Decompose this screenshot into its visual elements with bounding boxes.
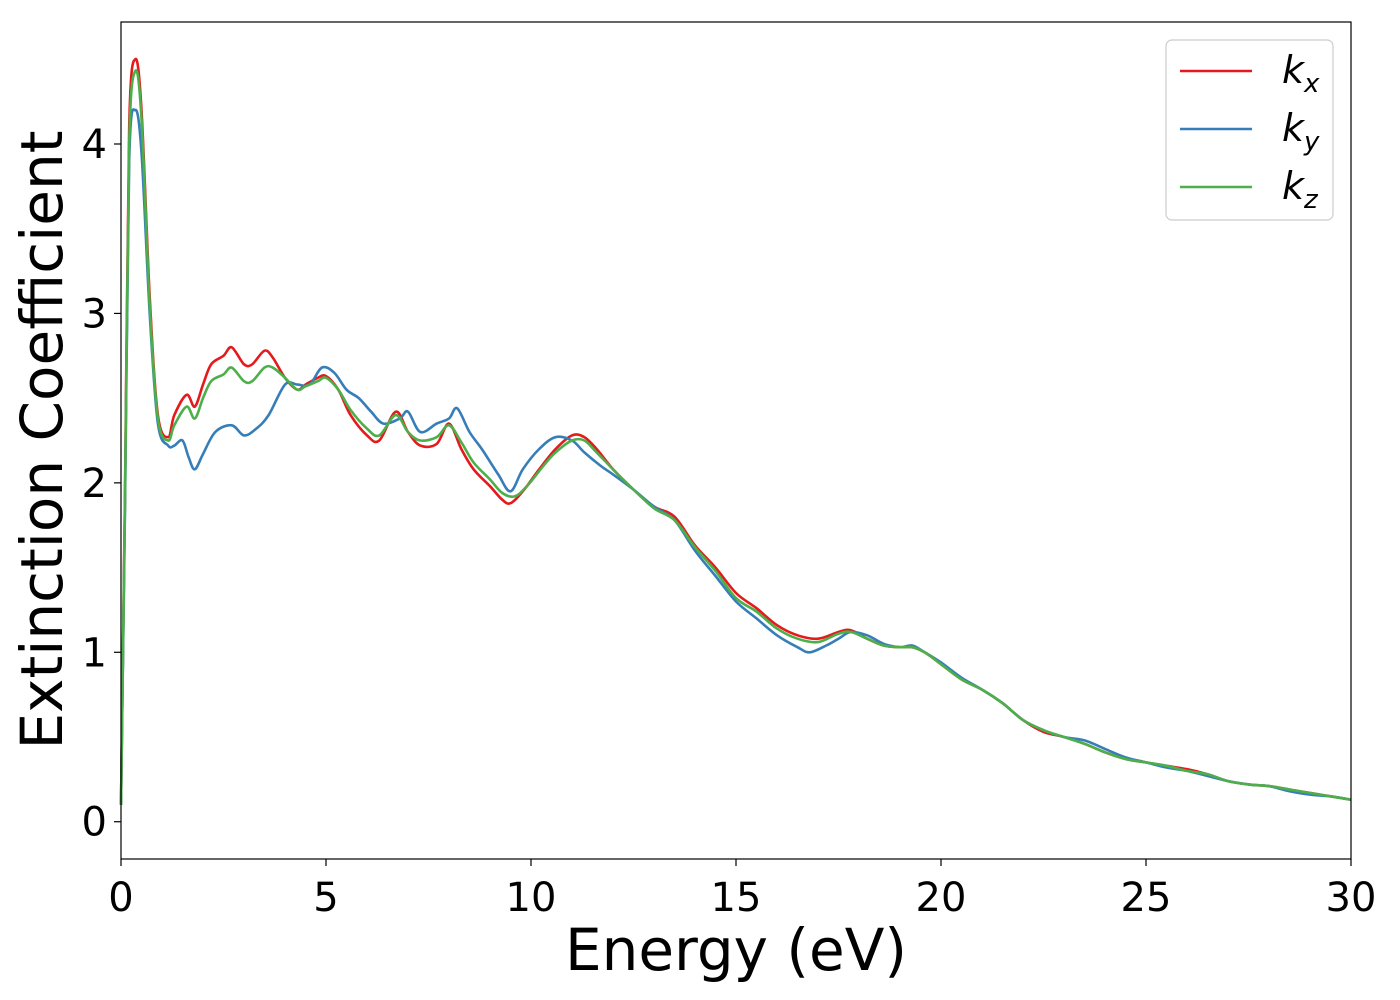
legend-label: ky: [1282, 106, 1320, 157]
y-tick-label: 3: [82, 291, 107, 337]
x-tick-label: 15: [711, 875, 762, 921]
series-line-kz: [119, 69, 1352, 805]
x-tick-label: 30: [1326, 875, 1377, 921]
legend-label: kx: [1282, 48, 1320, 99]
x-tick-label: 25: [1121, 875, 1172, 921]
y-tick-label: 4: [82, 122, 107, 168]
y-axis-ticks: 0 1 2 3 4: [82, 122, 121, 846]
legend-label: kz: [1282, 164, 1319, 215]
plot-lines: [119, 57, 1352, 805]
legend: kx ky kz: [1165, 39, 1334, 221]
x-axis-label: Energy (eV): [565, 916, 907, 984]
x-axis-ticks: 0 5 10 15 20 25 30: [108, 859, 1376, 921]
x-tick-label: 0: [108, 875, 133, 921]
x-tick-label: 10: [506, 875, 557, 921]
y-tick-label: 0: [82, 800, 107, 846]
x-tick-label: 20: [916, 875, 967, 921]
y-tick-label: 1: [82, 630, 107, 676]
y-axis-label: Extinction Coefficient: [8, 131, 76, 750]
y-tick-label: 2: [82, 461, 107, 507]
x-tick-label: 5: [313, 875, 338, 921]
legend-entries: kx ky kz: [1180, 48, 1320, 215]
